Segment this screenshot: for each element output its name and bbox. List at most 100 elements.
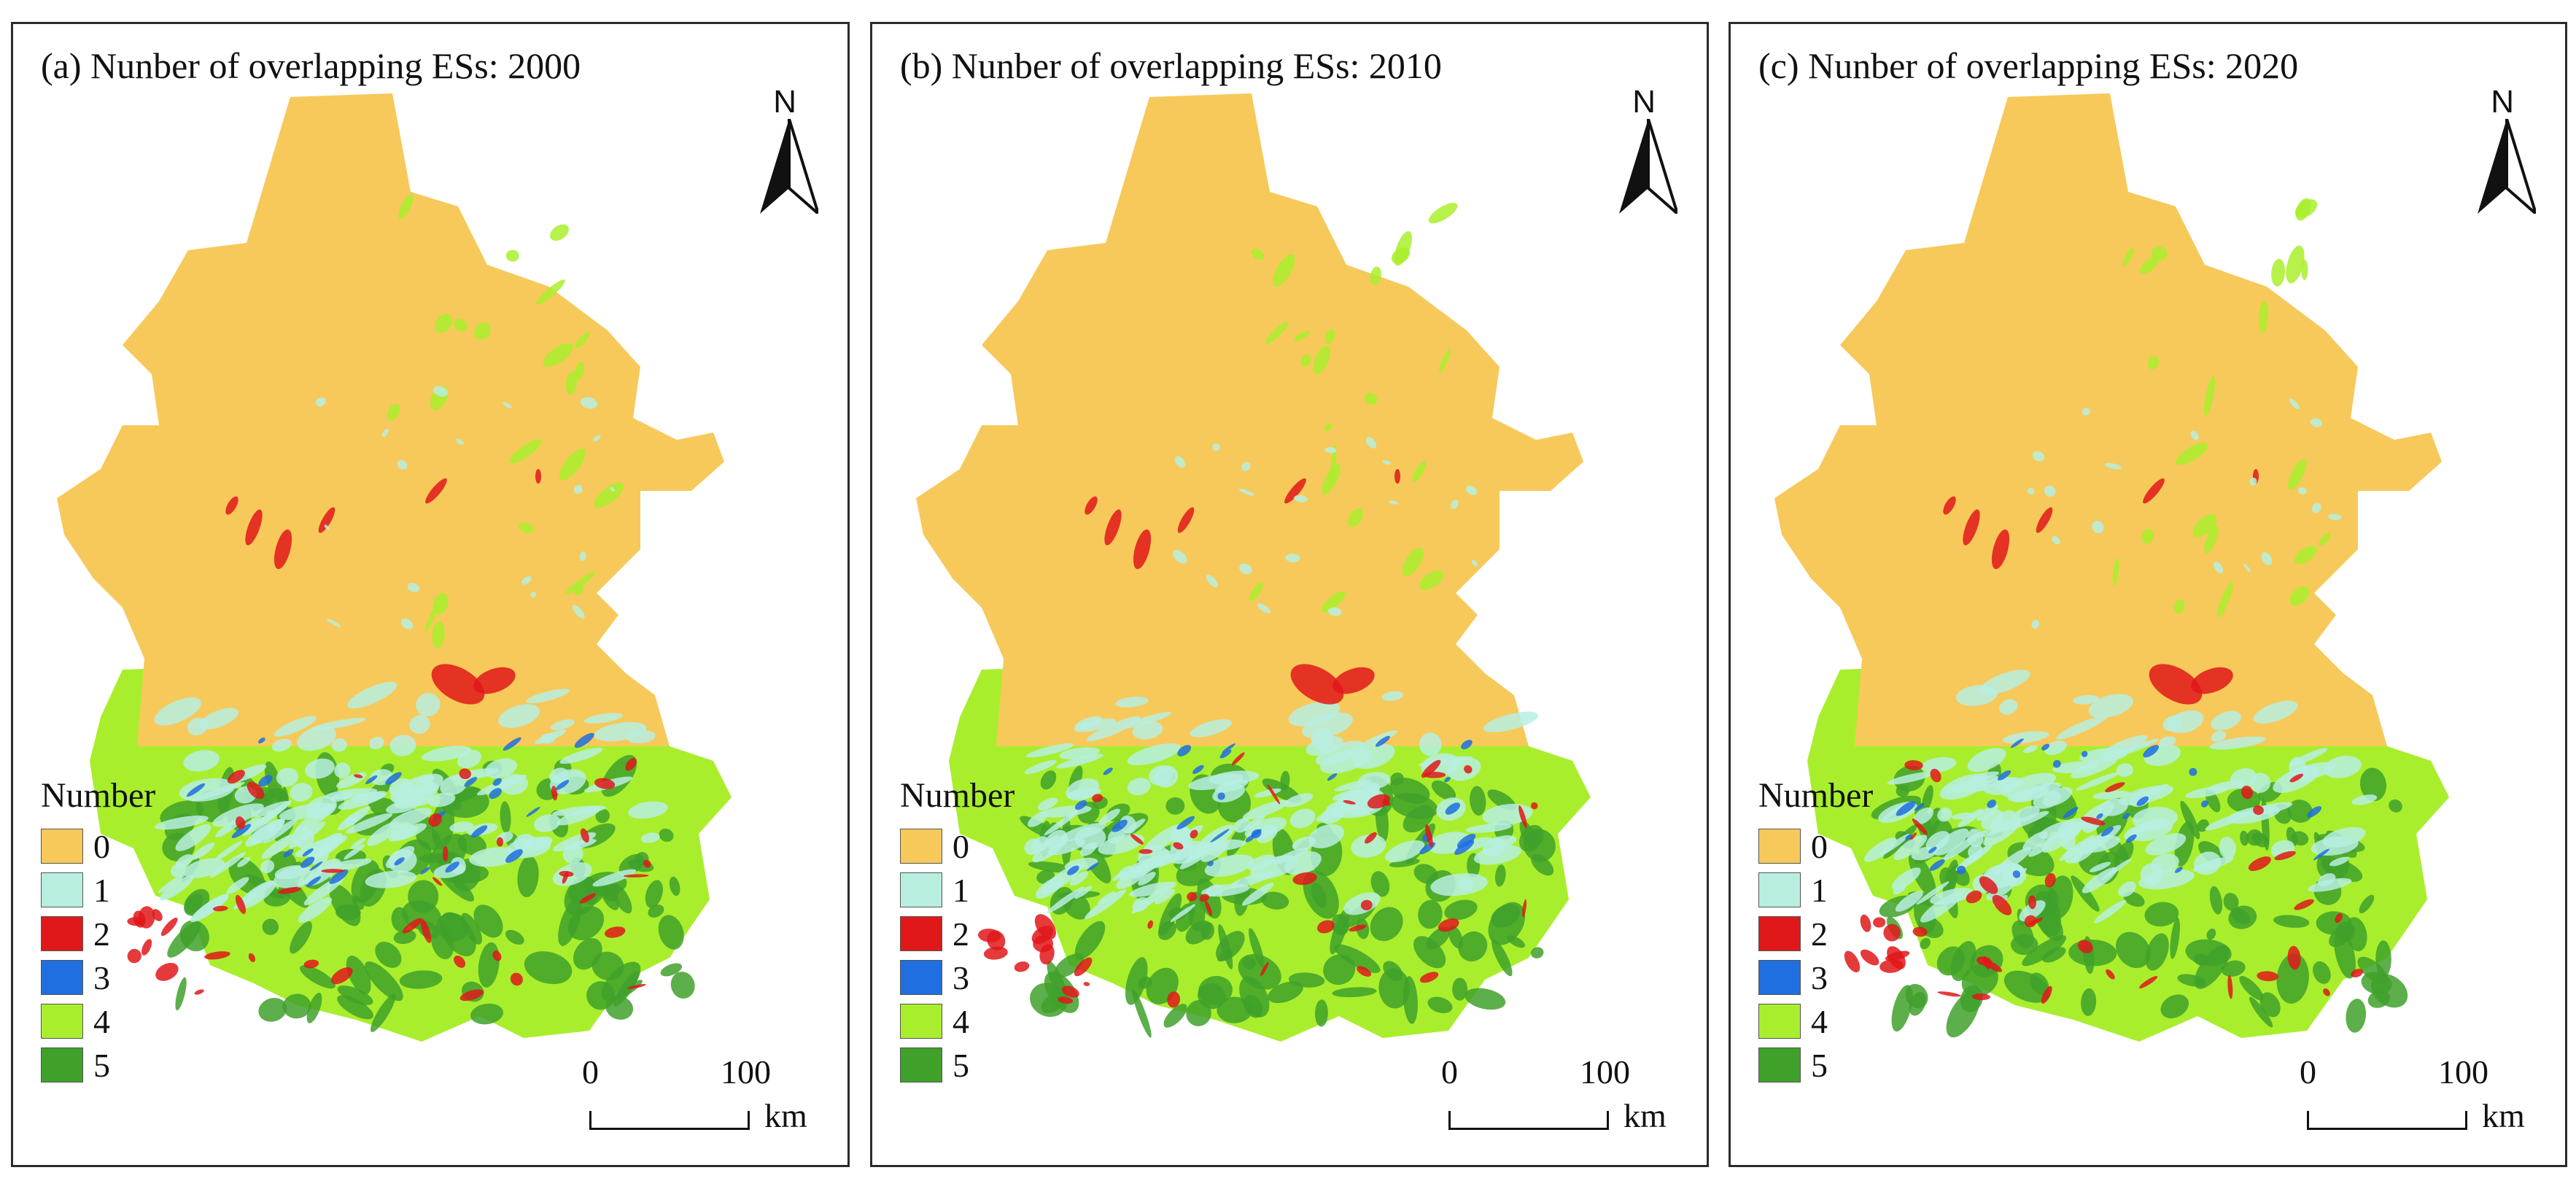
land-patch (335, 904, 361, 921)
land-patch (1908, 851, 1936, 897)
land-patch (2335, 913, 2343, 923)
land-patch (1147, 920, 1154, 929)
land-patch (1450, 500, 1459, 509)
land-patch (2243, 564, 2251, 573)
legend-swatch (900, 1004, 942, 1039)
land-patch (2259, 301, 2268, 333)
land-patch (1066, 788, 1101, 799)
land-patch (2361, 972, 2392, 995)
land-patch (346, 956, 371, 995)
land-patch (1904, 760, 1923, 770)
land-patch (399, 970, 443, 989)
land-patch (1085, 496, 1098, 515)
land-patch (1300, 355, 1311, 367)
land-patch (1522, 899, 1527, 918)
land-patch (1172, 549, 1187, 564)
land-patch (1192, 764, 1204, 774)
land-patch (1452, 977, 1468, 1001)
land-patch (321, 869, 345, 873)
land-patch (1290, 664, 1344, 705)
land-patch (288, 821, 326, 848)
legend-swatch (41, 916, 83, 951)
land-patch (573, 484, 583, 495)
land-patch (1863, 837, 1897, 862)
land-patch (2294, 899, 2314, 910)
land-patch (235, 816, 246, 829)
land-patch (1321, 591, 1346, 613)
land-patch (313, 836, 344, 859)
land-patch (1313, 346, 1330, 375)
land-patch (2227, 975, 2233, 999)
land-patch (2082, 867, 2117, 894)
land-patch (2223, 892, 2239, 911)
land-patch (618, 853, 645, 875)
land-patch (670, 972, 695, 999)
land-patch (473, 905, 503, 938)
legend-item-5: 5 (900, 1043, 1015, 1087)
land-patch (2276, 953, 2309, 1004)
scale-hundred-label: 100 (721, 1053, 771, 1091)
land-patch (565, 371, 578, 395)
land-patch (1930, 768, 1941, 783)
land-patch (262, 918, 279, 935)
land-patch (2034, 904, 2063, 942)
land-patch (580, 828, 589, 843)
land-patch (214, 840, 243, 861)
land-patch (565, 572, 595, 594)
land-patch (347, 681, 397, 709)
land-patches (1844, 198, 2408, 1038)
land-patch (505, 849, 523, 863)
legend-label: 2 (953, 915, 969, 953)
land-patch (1957, 865, 1966, 875)
land-patch (365, 775, 378, 785)
land-patch (2145, 933, 2169, 971)
land-patch (1098, 808, 1120, 825)
land-patch (1074, 921, 1106, 960)
legend-item-1: 1 (1758, 868, 1873, 912)
legend-label: 2 (93, 915, 110, 953)
land-patch (160, 917, 178, 937)
land-patch (1294, 495, 1308, 503)
land-patch (579, 893, 597, 904)
land-patch (1456, 834, 1476, 848)
land-patch (2351, 969, 2364, 977)
legend-label: 5 (953, 1046, 969, 1084)
land-patch (1418, 899, 1443, 929)
land-patch (2239, 976, 2264, 1001)
land-patch (346, 813, 393, 834)
land-patch (2206, 929, 2216, 940)
land-patch (2147, 356, 2160, 370)
land-patch (1103, 767, 1113, 775)
land-patch (435, 314, 453, 333)
land-patch (2088, 694, 2133, 719)
legend-swatch (1758, 916, 1801, 951)
land-patch (1998, 770, 2011, 781)
land-patch (330, 792, 353, 802)
land-patch (416, 775, 435, 784)
land-patch (1292, 872, 1317, 886)
legend-title: Number (900, 776, 1015, 815)
land-patch (2012, 870, 2021, 878)
legend-swatch (900, 916, 942, 951)
legend-label: 1 (1811, 871, 1828, 909)
land-patch (1325, 329, 1335, 344)
land-patch (1238, 953, 1281, 990)
land-patch (454, 318, 468, 332)
land-patch (2105, 462, 2122, 470)
land-patch (1288, 701, 1341, 727)
land-patch (263, 818, 298, 843)
land-patch (152, 909, 163, 921)
land-patch (2003, 970, 2050, 1003)
land-patch (2249, 477, 2257, 486)
land-patch (2288, 459, 2307, 490)
land-patch (535, 469, 541, 484)
land-patch (2010, 738, 2024, 748)
land-patch (127, 948, 141, 964)
land-patch (1330, 444, 1337, 482)
land-patch (2297, 487, 2307, 495)
legend-item-3: 3 (900, 956, 1015, 999)
legend-item-4: 4 (1758, 999, 1873, 1043)
land-patch (1014, 961, 1030, 972)
land-patch (186, 783, 206, 797)
land-patch (2044, 485, 2056, 497)
